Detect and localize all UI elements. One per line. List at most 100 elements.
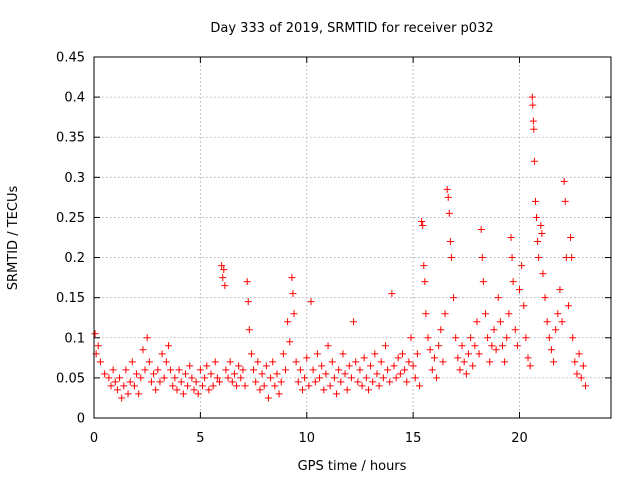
data-point [454,354,462,362]
data-point [471,342,479,350]
data-point [181,370,189,378]
data-point [531,197,539,205]
data-point [233,382,241,390]
data-point [221,282,229,290]
data-point [105,374,113,382]
data-point [128,358,136,366]
data-point [458,342,466,350]
data-point [301,374,309,382]
data-point [401,366,409,374]
data-point [330,374,338,382]
data-point [289,290,297,298]
data-point [188,374,196,382]
data-point [375,382,383,390]
data-point [219,274,227,282]
data-point [91,330,99,338]
data-point [352,358,360,366]
data-point [113,386,121,394]
data-point [96,358,104,366]
data-point [392,374,400,382]
data-point [390,362,398,370]
data-point [347,374,355,382]
data-point [530,125,538,133]
data-point [469,362,477,370]
data-point [484,334,492,342]
data-point [373,370,381,378]
data-point [196,366,204,374]
data-point [475,350,483,358]
data-point [137,374,145,382]
data-point [445,209,453,217]
data-point [552,326,560,334]
data-point [328,358,336,366]
data-point [508,254,516,262]
data-point [294,378,302,386]
data-point [118,394,126,402]
data-point [421,278,429,286]
data-point [94,342,102,350]
data-point [430,354,438,362]
data-point [245,326,253,334]
data-point [426,346,434,354]
data-point [379,374,387,382]
data-point [428,366,436,374]
data-point [145,358,153,366]
axis-ticks [93,56,611,419]
data-point [533,213,541,221]
data-point [518,262,526,270]
tick-labels: 0 0.05 0.1 0.15 0.2 0.25 0.3 0.35 0.4 0.45 0 5 10 15 2… [56,51,528,447]
data-point [316,374,324,382]
data-point [505,310,513,318]
data-point [558,318,566,326]
data-point [241,382,249,390]
data-point [422,310,430,318]
data-point [473,318,481,326]
x-tick-label: 20 [511,431,528,446]
data-point [201,374,209,382]
data-point [175,366,183,374]
data-point [107,382,115,390]
data-point [177,378,185,386]
data-point [573,370,581,378]
data-point [405,358,413,366]
data-point [433,374,441,382]
chart-title: Day 333 of 2019, SRMTID for receiver p03… [210,21,493,36]
data-point [516,286,524,294]
data-point [571,358,579,366]
data-point [539,270,547,278]
y-tick-label: 0 [77,412,85,427]
data-point [213,374,221,382]
data-point [339,350,347,358]
data-point [411,374,419,382]
data-point [258,370,266,378]
data-point [526,362,534,370]
data-point [419,221,427,229]
data-point [133,370,141,378]
data-point [462,370,470,378]
data-point [209,382,217,390]
data-point [169,382,177,390]
data-point [568,254,576,262]
data-point [529,117,537,125]
data-point [101,370,109,378]
data-point [577,374,585,382]
data-point [488,342,496,350]
x-axis-label: GPS time / hours [298,459,407,474]
data-point [284,318,292,326]
data-point [288,274,296,282]
data-point [560,177,568,185]
data-point [460,358,468,366]
data-point [362,374,370,382]
data-point [524,354,532,362]
data-point [354,378,362,386]
data-point [211,358,219,366]
data-point [309,366,317,374]
data-point [247,350,255,358]
data-point [207,370,215,378]
data-point [538,229,546,237]
data-point [435,342,443,350]
data-point [398,350,406,358]
data-point [496,318,504,326]
data-point [492,346,500,354]
